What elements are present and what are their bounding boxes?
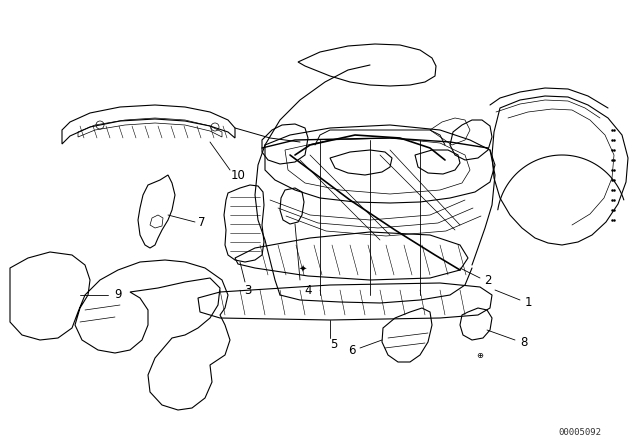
Text: 8: 8: [520, 336, 528, 349]
Text: 10: 10: [230, 168, 245, 181]
Text: 5: 5: [330, 339, 338, 352]
Text: ⊕: ⊕: [477, 350, 483, 359]
Text: 1: 1: [524, 296, 532, 309]
Text: ✦: ✦: [299, 265, 307, 275]
Text: 00005092: 00005092: [559, 427, 602, 436]
Text: 6: 6: [348, 344, 356, 357]
Text: 7: 7: [198, 215, 205, 228]
Text: 4: 4: [304, 284, 312, 297]
Text: 9: 9: [115, 289, 122, 302]
Text: 3: 3: [244, 284, 252, 297]
Text: 2: 2: [484, 273, 492, 287]
